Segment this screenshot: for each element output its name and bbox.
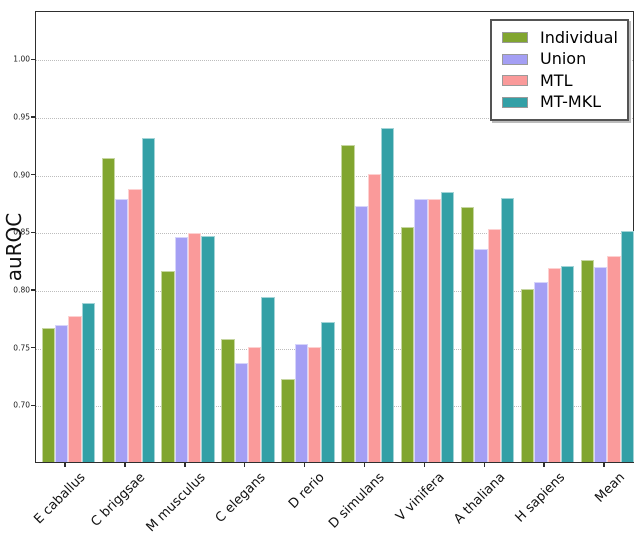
- bar-mtl-c-elegans: [248, 346, 262, 462]
- bar-individual-a-thaliana: [460, 207, 475, 462]
- bar-mt-mkl-d-simulans: [381, 127, 395, 462]
- bar-mtl-c-briggsae: [128, 188, 142, 462]
- x-tick-mark: [603, 463, 605, 467]
- x-tick-mark: [243, 463, 246, 467]
- x-tick-mark: [423, 463, 426, 467]
- x-tick-mark: [483, 463, 485, 467]
- y-tick-mark: [31, 346, 35, 349]
- legend-swatch-mtl: [502, 75, 528, 87]
- y-tick-label-0.70: 0.70: [13, 400, 30, 410]
- bar-mt-mkl-v-vinifera: [441, 192, 455, 462]
- bar-mtl-a-thaliana: [487, 229, 501, 462]
- legend-item-union: Union: [502, 49, 619, 71]
- bar-union-v-vinifera: [414, 199, 428, 462]
- y-tick-mark: [31, 58, 35, 61]
- bar-union-a-thaliana: [474, 248, 488, 462]
- y-axis-label: auROC: [2, 212, 26, 282]
- gridline-0.90: [36, 175, 633, 177]
- bar-individual-d-simulans: [341, 144, 355, 462]
- x-tick-label-v-vinifera: V vinifera: [393, 470, 448, 525]
- bar-individual-c-briggsae: [101, 157, 115, 462]
- y-tick-mark: [31, 231, 35, 234]
- bar-mtl-m-musculus: [188, 232, 202, 462]
- bar-mt-mkl-d-rerio: [321, 322, 335, 462]
- bar-individual-m-musculus: [161, 270, 175, 462]
- bar-mt-mkl-h-sapiens: [560, 265, 575, 462]
- bar-individual-e-caballus: [41, 328, 55, 462]
- legend-label-mtl: MTL: [540, 70, 573, 90]
- bar-mt-mkl-a-thaliana: [500, 197, 515, 462]
- bar-union-h-sapiens: [534, 282, 548, 462]
- bar-union-c-briggsae: [114, 199, 129, 462]
- y-tick-mark: [31, 116, 35, 118]
- y-tick-label-1.00: 1.00: [13, 54, 30, 64]
- y-tick-mark: [31, 404, 35, 407]
- legend-label-individual: Individual: [540, 27, 618, 47]
- legend-item-individual: Individual: [502, 27, 619, 49]
- bar-mtl-d-simulans: [367, 173, 382, 462]
- legend: Individual Union MTL MT-MKL: [490, 19, 629, 121]
- bar-union-c-elegans: [234, 362, 249, 462]
- bar-individual-h-sapiens: [520, 289, 535, 462]
- gridline-0.95: [36, 118, 633, 120]
- bar-union-m-musculus: [174, 237, 189, 462]
- bar-mt-mkl-e-caballus: [81, 302, 95, 462]
- y-tick-label-0.95: 0.95: [13, 112, 30, 122]
- x-tick-label-h-sapiens: H sapiens: [512, 470, 568, 526]
- x-tick-label-mean: Mean: [592, 470, 628, 506]
- gridline-0.85: [36, 233, 633, 235]
- x-tick-mark: [363, 463, 366, 467]
- x-tick-label-d-simulans: D simulans: [326, 470, 389, 532]
- x-tick-label-e-caballus: E caballus: [31, 470, 89, 528]
- bar-mtl-v-vinifera: [427, 199, 442, 462]
- bar-mt-mkl-c-elegans: [261, 297, 275, 462]
- y-tick-label-0.75: 0.75: [13, 343, 30, 353]
- x-tick-mark: [303, 463, 306, 467]
- bar-mt-mkl-m-musculus: [201, 236, 215, 462]
- legend-swatch-mt-mkl: [502, 96, 528, 108]
- x-tick-label-m-musculus: M musculus: [143, 470, 209, 533]
- legend-item-mtl: MTL: [502, 70, 619, 92]
- legend-label-union: Union: [540, 49, 587, 69]
- gridline-0.80: [36, 291, 633, 293]
- legend-swatch-union: [502, 53, 528, 65]
- y-tick-label-0.90: 0.90: [13, 170, 30, 180]
- x-tick-label-d-rerio: D rerio: [286, 470, 329, 512]
- y-tick-mark: [31, 289, 35, 291]
- bar-union-e-caballus: [55, 324, 69, 462]
- x-tick-mark: [64, 463, 66, 467]
- bar-mt-mkl-c-briggsae: [141, 138, 155, 462]
- bar-individual-v-vinifera: [401, 226, 415, 462]
- bar-mtl-mean: [607, 255, 621, 462]
- y-tick-label-0.85: 0.85: [13, 227, 30, 237]
- legend-label-mt-mkl: MT-MKL: [540, 92, 602, 112]
- bar-individual-mean: [580, 260, 595, 462]
- x-tick-label-a-thaliana: A thaliana: [450, 470, 508, 528]
- bar-mtl-d-rerio: [307, 346, 322, 462]
- y-tick-mark: [31, 173, 35, 176]
- bar-union-d-simulans: [354, 206, 368, 462]
- bar-mtl-e-caballus: [68, 315, 82, 462]
- bar-individual-c-elegans: [221, 338, 235, 462]
- bar-union-d-rerio: [294, 344, 308, 462]
- y-tick-label-0.80: 0.80: [13, 285, 30, 295]
- bar-mtl-h-sapiens: [547, 268, 561, 462]
- legend-item-mt-mkl: MT-MKL: [502, 92, 619, 114]
- x-tick-mark: [184, 463, 186, 467]
- bar-mt-mkl-mean: [620, 231, 635, 462]
- gridline-1.00: [36, 60, 633, 62]
- x-tick-label-c-elegans: C elegans: [212, 470, 269, 526]
- x-tick-mark: [543, 463, 545, 467]
- bar-individual-d-rerio: [281, 378, 295, 462]
- legend-swatch-individual: [502, 32, 528, 44]
- x-tick-mark: [124, 463, 126, 467]
- bar-union-mean: [594, 267, 608, 462]
- x-tick-label-c-briggsae: C briggsae: [88, 470, 149, 530]
